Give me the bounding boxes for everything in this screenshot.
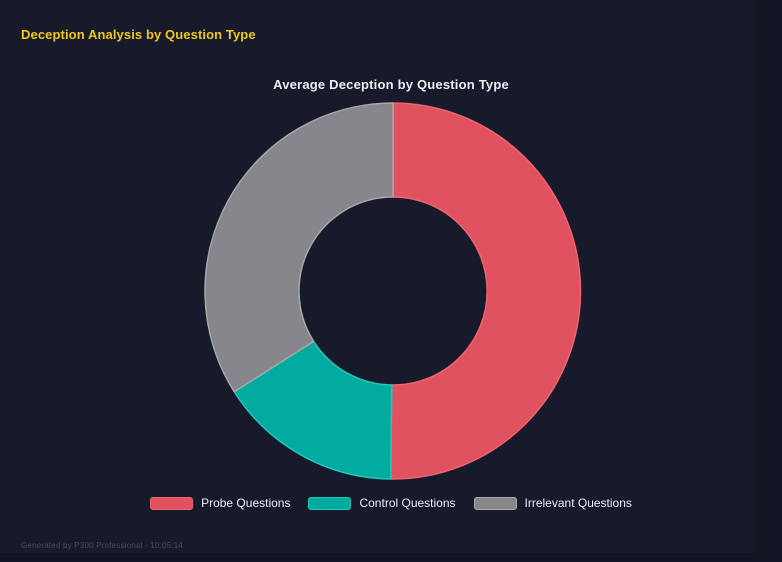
chart-title: Average Deception by Question Type: [273, 77, 509, 92]
donut-chart-svg: [204, 102, 582, 480]
legend-swatch-probe-questions: [150, 496, 194, 510]
chart-legend: Probe Questions Control Questions Irrele…: [0, 496, 782, 510]
donut-chart: [193, 91, 593, 491]
page-title: Deception Analysis by Question Type: [21, 27, 256, 42]
legend-item-control-questions[interactable]: Control Questions: [308, 496, 456, 510]
legend-label-control-questions: Control Questions: [359, 496, 456, 510]
footer-note: Generated by P300 Professional - 10:05:1…: [21, 541, 184, 550]
legend-item-probe-questions[interactable]: Probe Questions: [150, 496, 290, 510]
legend-swatch-irrelevant-questions: [473, 496, 517, 510]
donut-segment-probe-questions[interactable]: [389, 102, 582, 480]
legend-swatch-control-questions: [308, 496, 352, 510]
legend-item-irrelevant-questions[interactable]: Irrelevant Questions: [473, 496, 632, 510]
legend-label-probe-questions: Probe Questions: [201, 496, 291, 510]
donut-segment-irrelevant-questions[interactable]: [204, 102, 394, 393]
legend-label-irrelevant-questions: Irrelevant Questions: [524, 496, 632, 510]
donut-segment-control-questions[interactable]: [233, 340, 393, 480]
